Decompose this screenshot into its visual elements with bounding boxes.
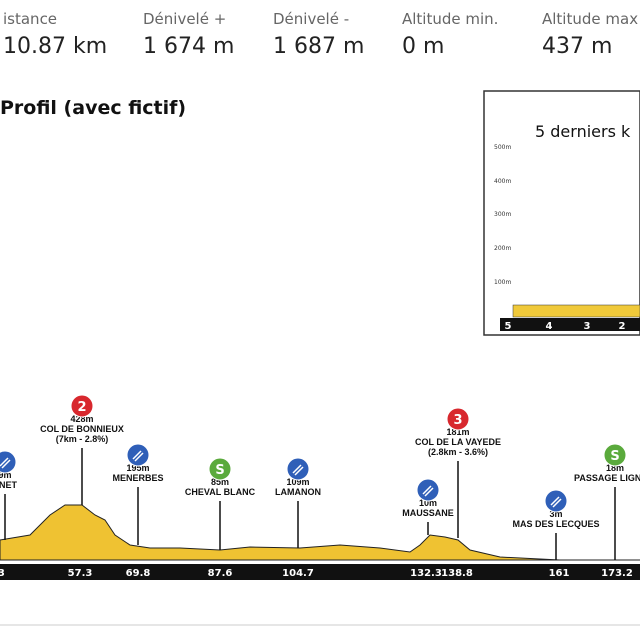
inset-x-label: 4 [546,321,553,332]
km-label: 0.3 [0,568,5,579]
inset-bar [500,318,640,331]
inset-profile [512,304,640,318]
km-label: 57.3 [68,568,93,579]
marker-name: MAUSSANE [402,508,454,518]
marker-name: MENERBES [112,473,163,483]
marker-name: COL DE BONNIEUX [40,424,124,434]
marker-altitude: 18m [606,463,624,473]
marker-icon [292,464,304,476]
marker-name: ENET [0,480,17,490]
stat-value: 437 m [542,34,612,59]
km-label: 132.3 [410,568,442,579]
marker-altitude: 181m [446,427,469,437]
marker-badge-text: 2 [77,400,86,415]
marker-badge-text: 3 [453,413,462,428]
marker-name: CHEVAL BLANC [185,487,256,497]
marker-icon [132,450,144,462]
inset-x-label: 2 [619,321,626,332]
marker-icon [0,457,11,469]
marker-badge [446,407,470,431]
stat-value: 0 m [402,34,444,59]
marker-altitude: 85m [211,477,229,487]
stat-value: 1 674 m [143,34,234,59]
marker-badge [603,443,627,467]
inset-y-label: 100m [494,279,511,286]
marker-detail: (7km - 2.8%) [56,434,109,444]
km-label: 104.7 [282,568,314,579]
inset-x-label: 3 [584,321,591,332]
marker-badge-text: S [610,449,619,464]
inset-x-label: 5 [505,321,512,332]
km-label: 138.8 [441,568,473,579]
stat-label: Dénivelé + [143,10,226,28]
marker-badge-text: S [215,463,224,478]
marker-altitude: 10m [419,498,437,508]
marker-altitude: 109m [286,477,309,487]
inset-y-label: 300m [494,211,511,218]
marker-detail: (2.8km - 3.6%) [428,447,488,457]
km-label: 87.6 [208,568,233,579]
marker-icon [550,496,562,508]
km-label: 69.8 [126,568,151,579]
inset-y-label: 500m [494,144,511,151]
inset-y-label: 200m [494,245,511,252]
inset-frame [483,90,640,336]
marker-badge [208,457,232,481]
stat-value: 1 687 m [273,34,364,59]
stat-label: Altitude min. [402,10,498,28]
km-bar [0,564,640,580]
stat-label: Dénivelé - [273,10,349,28]
km-label: 161 [549,568,570,579]
marker-altitude: 3m [549,509,562,519]
marker-altitude: 9m [0,470,12,480]
marker-icon [422,485,434,497]
stat-value: 10.87 km [3,34,107,59]
marker-name: PASSAGE LIGNE A [574,473,640,483]
inset-y-label: 400m [494,178,511,185]
stat-label: Altitude max [542,10,638,28]
marker-name: MAS DES LECQUES [512,519,599,529]
km-label: 173.2 [601,568,633,579]
inset-title: 5 derniers k [535,122,631,141]
marker-name: COL DE LA VAYEDE [415,437,501,447]
marker-name: LAMANON [275,487,321,497]
profile-area [0,504,640,561]
marker-altitude: 428m [70,414,93,424]
profile-title: Profil (avec fictif) [0,97,186,119]
marker-badge [70,394,94,418]
marker-altitude: 195m [126,463,149,473]
stat-label: istance [3,10,57,28]
